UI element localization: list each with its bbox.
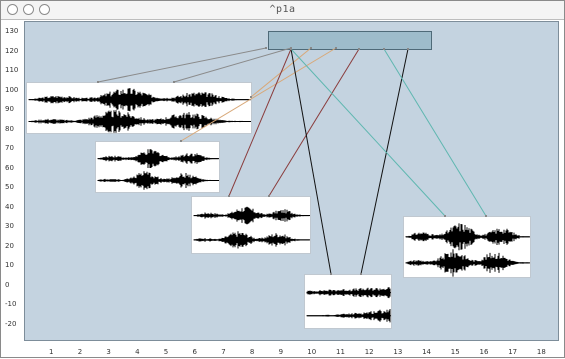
zoom-window-button[interactable] <box>39 4 50 15</box>
link-line <box>228 48 292 197</box>
y-tick-label: -10 <box>5 300 17 308</box>
link-line <box>290 48 332 275</box>
x-tick-label: 11 <box>336 348 345 356</box>
link-endpoint <box>180 140 182 142</box>
x-tick-label: 7 <box>221 348 226 356</box>
waveform-box-5[interactable] <box>403 216 531 278</box>
x-tick-label: 3 <box>106 348 111 356</box>
link-endpoint <box>268 195 270 197</box>
x-tick-label: 13 <box>393 348 403 356</box>
link-endpoint <box>97 81 99 83</box>
x-tick-label: 1 <box>49 348 54 356</box>
title-bar: ^p1a <box>1 1 564 20</box>
link-line <box>173 47 292 83</box>
waveform-box-3[interactable] <box>191 196 311 254</box>
waveform-5 <box>405 223 530 277</box>
x-tick-label: 10 <box>307 348 317 356</box>
link-endpoint <box>335 47 337 49</box>
waveform-4 <box>306 287 391 323</box>
link-endpoint <box>173 81 175 83</box>
x-tick-label: 9 <box>278 348 284 356</box>
link-line <box>383 48 487 217</box>
link-endpoint <box>265 47 267 49</box>
y-tick-label: 40 <box>5 202 14 211</box>
y-tick-label: 80 <box>5 124 14 133</box>
y-tick-label: 0 <box>5 280 10 289</box>
window-title: ^p1a <box>269 4 296 15</box>
waveform-box-1[interactable] <box>26 82 252 134</box>
close-window-button[interactable] <box>7 4 18 15</box>
link-endpoint <box>330 273 332 275</box>
y-tick-label: 70 <box>5 144 14 152</box>
link-endpoint <box>228 195 230 197</box>
link-line <box>97 47 267 83</box>
minimize-window-button[interactable] <box>23 4 34 15</box>
waveform-3 <box>193 206 310 249</box>
link-endpoint <box>250 96 252 98</box>
link-line <box>290 48 446 217</box>
x-tick-label: 14 <box>422 348 432 356</box>
link-line <box>360 48 409 275</box>
x-tick-label: 17 <box>508 348 518 356</box>
parent-node-bar[interactable] <box>268 31 432 50</box>
x-tick-label: 8 <box>249 348 255 356</box>
link-endpoint <box>444 215 446 217</box>
x-tick-label: 18 <box>536 348 546 356</box>
link-endpoint <box>358 48 360 50</box>
y-tick-label: 110 <box>5 66 19 74</box>
link-endpoint <box>407 48 409 50</box>
link-endpoint <box>383 48 385 50</box>
link-line <box>180 47 337 142</box>
y-tick-label: 30 <box>5 222 14 230</box>
y-tick-label: 50 <box>5 183 14 191</box>
x-tick-label: 5 <box>163 348 169 356</box>
x-tick-label: 6 <box>192 348 197 356</box>
y-tick-label: -20 <box>5 319 17 328</box>
link-endpoint <box>360 273 362 275</box>
link-line <box>268 48 360 197</box>
x-tick-label: 12 <box>364 348 374 356</box>
y-tick-label: 130 <box>5 27 19 35</box>
y-tick-label: 120 <box>5 46 19 55</box>
y-tick-label: 90 <box>5 105 14 113</box>
x-tick-label: 4 <box>135 348 140 356</box>
y-tick-label: 20 <box>5 241 14 250</box>
link-endpoint <box>290 48 292 50</box>
x-tick-label: 2 <box>77 348 83 356</box>
x-tick-label: 16 <box>479 348 489 356</box>
waveform-2 <box>97 149 219 190</box>
waveform-box-2[interactable] <box>95 141 220 193</box>
link-endpoint <box>485 215 487 217</box>
y-tick-label: 60 <box>5 163 14 172</box>
waveform-box-4[interactable] <box>304 274 392 329</box>
link-endpoint <box>310 47 312 49</box>
y-tick-label: 100 <box>5 85 19 94</box>
x-tick-label: 15 <box>450 348 460 356</box>
y-tick-label: 10 <box>5 261 14 269</box>
